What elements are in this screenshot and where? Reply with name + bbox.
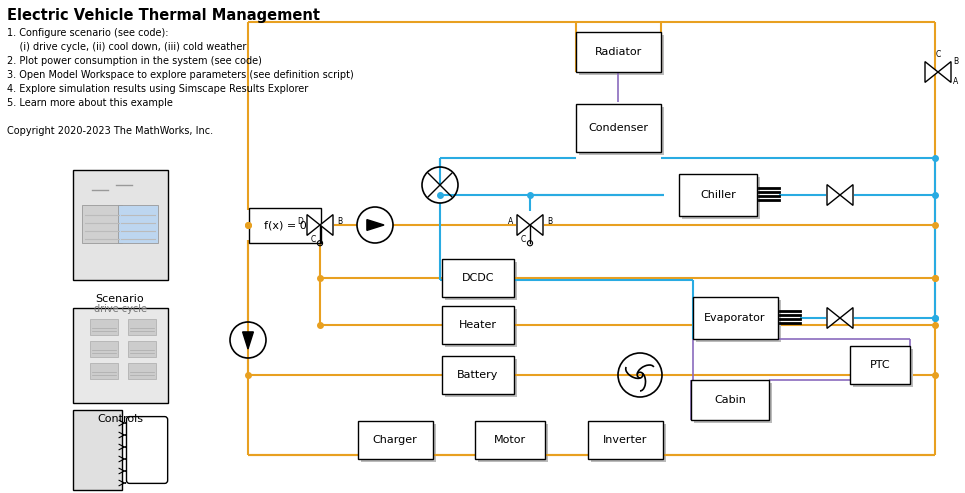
Text: Condenser: Condenser [588,123,648,133]
Bar [694,383,772,423]
Text: 1. Configure scenario (see code):: 1. Configure scenario (see code): [7,28,169,38]
Bar [445,309,517,347]
Polygon shape [320,214,333,235]
Bar [591,424,666,462]
Bar [696,300,781,342]
Text: Inverter: Inverter [603,435,648,445]
FancyBboxPatch shape [118,205,158,243]
Bar [850,346,910,384]
Bar [442,259,514,297]
Polygon shape [242,332,254,349]
Text: 2. Plot power consumption in the system (see code): 2. Plot power consumption in the system … [7,56,262,66]
Polygon shape [925,62,938,82]
Text: Evaporator: Evaporator [704,313,766,323]
Polygon shape [530,214,543,235]
Bar [578,35,664,75]
Text: Cabin: Cabin [714,395,746,405]
Text: A: A [508,216,513,226]
Bar [475,421,545,459]
Text: 3. Open Model Workspace to explore parameters (see definition script): 3. Open Model Workspace to explore param… [7,70,354,80]
Bar [679,174,757,216]
Bar [128,319,156,335]
Bar [693,297,778,339]
Text: DCDC: DCDC [461,273,494,283]
Text: Scenario: Scenario [96,294,145,304]
Polygon shape [367,219,384,230]
Text: B: B [953,58,958,67]
Text: C: C [935,50,941,59]
Text: Charger: Charger [372,435,418,445]
Bar [90,363,118,379]
Text: Heater: Heater [459,320,497,330]
Text: B: B [547,216,552,226]
Text: 5. Learn more about this example: 5. Learn more about this example [7,98,173,108]
Bar [445,359,517,397]
Bar [442,356,514,394]
Text: f(x) = 0: f(x) = 0 [263,220,306,230]
Text: Controls: Controls [97,415,143,424]
Polygon shape [827,308,840,328]
Text: 4. Explore simulation results using Simscape Results Explorer: 4. Explore simulation results using Sims… [7,84,308,94]
Polygon shape [938,62,951,82]
Bar [72,410,122,490]
Bar [90,341,118,357]
Bar [361,424,435,462]
Polygon shape [840,308,853,328]
Text: C: C [521,235,526,244]
Bar [682,177,760,219]
Text: Motor: Motor [494,435,526,445]
Text: A: A [953,77,958,86]
Text: Radiator: Radiator [594,47,642,57]
Bar [249,208,321,243]
Bar [442,306,514,344]
Text: PTC: PTC [869,360,891,370]
FancyBboxPatch shape [82,205,122,243]
Bar [445,262,517,300]
Bar [128,341,156,357]
Polygon shape [307,214,320,235]
Bar [357,421,432,459]
Bar [90,319,118,335]
Text: Copyright 2020-2023 The MathWorks, Inc.: Copyright 2020-2023 The MathWorks, Inc. [7,126,213,136]
Bar [588,421,663,459]
Text: drive cycle: drive cycle [94,304,147,314]
Polygon shape [840,184,853,206]
Bar [691,380,769,420]
Bar [478,424,548,462]
Polygon shape [517,214,530,235]
Polygon shape [827,184,840,206]
Text: Electric Vehicle Thermal Management: Electric Vehicle Thermal Management [7,8,320,23]
Bar [72,308,168,402]
Bar [128,363,156,379]
Text: C: C [311,235,317,244]
Bar [575,32,660,72]
Bar [578,107,664,155]
Bar [575,104,660,152]
Bar [72,170,168,280]
Text: (i) drive cycle, (ii) cool down, (iii) cold weather: (i) drive cycle, (ii) cool down, (iii) c… [7,42,246,52]
Text: D: D [297,216,303,226]
Text: B: B [337,216,342,226]
Text: Battery: Battery [457,370,499,380]
FancyBboxPatch shape [126,417,168,484]
Bar [853,349,913,387]
Text: Chiller: Chiller [701,190,736,200]
